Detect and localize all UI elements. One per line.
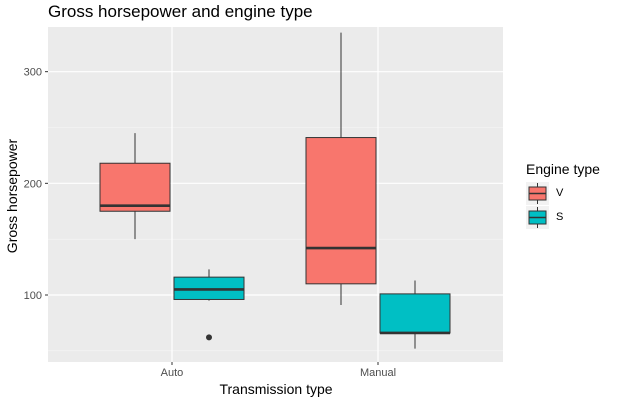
- outlier-point: [206, 334, 212, 341]
- y-axis-label: Gross horsepower: [4, 138, 20, 254]
- box-V-Manual: [305, 32, 377, 306]
- box-body: [99, 162, 171, 212]
- legend-label-V: V: [556, 187, 564, 199]
- box-body: [379, 293, 451, 334]
- legend-label-S: S: [556, 211, 564, 223]
- legend-keys: [526, 182, 549, 229]
- y-tick-label: 100: [24, 290, 42, 302]
- box-V-Auto: [99, 133, 171, 240]
- legend-title: Engine type: [526, 161, 600, 177]
- legend-key-S: [526, 206, 549, 229]
- legend-key-V: [526, 182, 549, 205]
- x-axis-label: Transmission type: [219, 381, 333, 397]
- chart-title: Gross horsepower and engine type: [48, 2, 313, 21]
- y-tick-label: 200: [24, 178, 42, 190]
- grid-lines: [48, 27, 503, 362]
- box-S-Auto: [173, 269, 245, 341]
- box-marks: [99, 32, 451, 349]
- box-S-Manual: [379, 280, 451, 349]
- box-body: [305, 137, 377, 285]
- x-tick-label: Auto: [161, 367, 184, 379]
- y-tick-label: 300: [24, 67, 42, 79]
- x-tick-label: Manual: [360, 367, 396, 379]
- axis-ticks: 100 200 300 Auto Manual: [24, 67, 396, 379]
